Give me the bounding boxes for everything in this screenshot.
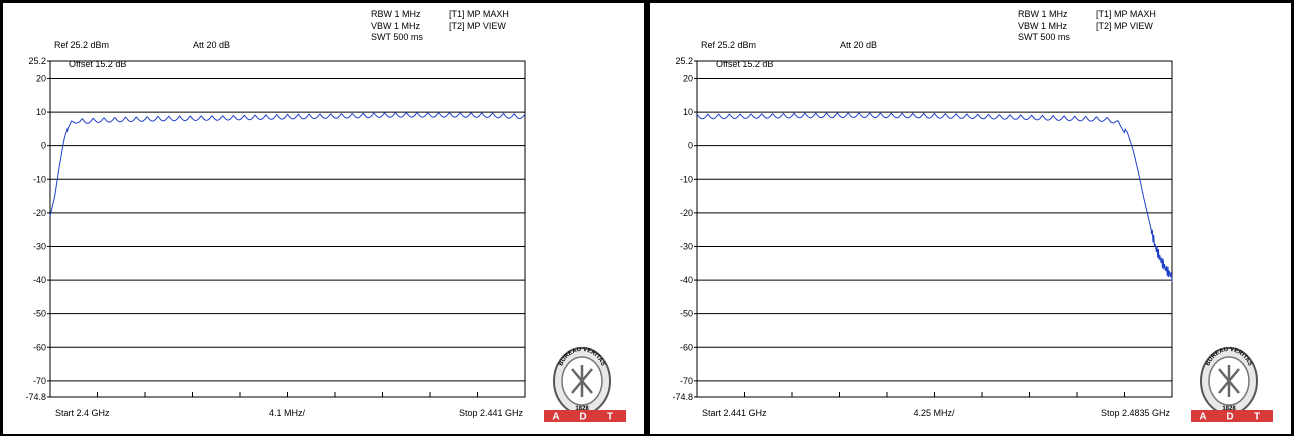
swt-label: SWT 500 ms	[1018, 32, 1070, 42]
trace2-label: [T2] MP VIEW	[449, 21, 506, 31]
trace2-label: [T2] MP VIEW	[1096, 21, 1153, 31]
span-per-division-label: 4.1 MHz/	[269, 408, 306, 418]
spectrum-panel-right: RBW 1 MHz VBW 1 MHz SWT 500 ms [T1] MP MAXH…	[650, 3, 1291, 434]
y-tick-label: -40	[33, 275, 46, 285]
swt-label: SWT 500 ms	[371, 32, 423, 42]
start-frequency-label: Start 2.441 GHz	[702, 408, 767, 418]
adt-letter: T	[1254, 412, 1260, 423]
y-tick-label: 20	[36, 73, 46, 83]
y-tick-label: -50	[33, 309, 46, 319]
rbw-label: RBW 1 MHz	[1018, 9, 1068, 19]
y-tick-label: 10	[36, 107, 46, 117]
y-tick-label: -70	[680, 376, 693, 386]
ref-level-label: Ref 25.2 dBm	[701, 40, 756, 50]
stop-frequency-label: Stop 2.4835 GHz	[1101, 408, 1171, 418]
adt-letter: A	[1199, 412, 1206, 423]
ref-level-label: Ref 25.2 dBm	[54, 40, 109, 50]
stop-frequency-label: Stop 2.441 GHz	[459, 408, 524, 418]
y-tick-label: -10	[680, 174, 693, 184]
adt-letter: D	[579, 412, 586, 423]
y-tick-label: -10	[33, 174, 46, 184]
seal-year: 1828	[575, 406, 589, 412]
spectrum-trace	[696, 112, 1173, 282]
offset-label: Offset 15.2 dB	[716, 59, 773, 69]
trace1-label: [T1] MP MAXH	[449, 9, 509, 19]
vbw-label: VBW 1 MHz	[371, 21, 421, 31]
adt-letter: A	[552, 412, 559, 423]
y-tick-label: -74.8	[25, 392, 46, 402]
rbw-label: RBW 1 MHz	[371, 9, 421, 19]
y-tick-label: -70	[33, 376, 46, 386]
start-frequency-label: Start 2.4 GHz	[55, 408, 110, 418]
adt-letter: D	[1226, 412, 1233, 423]
y-tick-label: -30	[33, 241, 46, 251]
y-tick-label: 25.2	[28, 56, 46, 66]
seal-year: 1828	[1222, 406, 1236, 412]
spectrum-panel-left: RBW 1 MHz VBW 1 MHz SWT 500 ms [T1] MP MAXH…	[3, 3, 644, 434]
y-tick-label: -60	[680, 342, 693, 352]
offset-label: Offset 15.2 dB	[69, 59, 126, 69]
y-tick-label: -60	[33, 342, 46, 352]
y-tick-label: -20	[680, 208, 693, 218]
plot-frame	[696, 60, 1173, 398]
y-tick-label: 10	[683, 107, 693, 117]
y-tick-label: -50	[680, 309, 693, 319]
y-tick-label: 0	[41, 141, 46, 151]
span-per-division-label: 4.25 MHz/	[913, 408, 955, 418]
y-tick-label: -40	[680, 275, 693, 285]
y-tick-label: 25.2	[675, 56, 693, 66]
y-tick-label: 20	[683, 73, 693, 83]
y-tick-label: -20	[33, 208, 46, 218]
spectrum-trace	[49, 111, 526, 217]
adt-letter: T	[607, 412, 613, 423]
attenuation-label: Att 20 dB	[840, 40, 877, 50]
y-tick-label: -30	[680, 241, 693, 251]
attenuation-label: Att 20 dB	[193, 40, 230, 50]
plot-frame	[49, 60, 526, 398]
y-tick-label: 0	[688, 141, 693, 151]
trace1-label: [T1] MP MAXH	[1096, 9, 1156, 19]
vbw-label: VBW 1 MHz	[1018, 21, 1068, 31]
y-tick-label: -74.8	[672, 392, 693, 402]
